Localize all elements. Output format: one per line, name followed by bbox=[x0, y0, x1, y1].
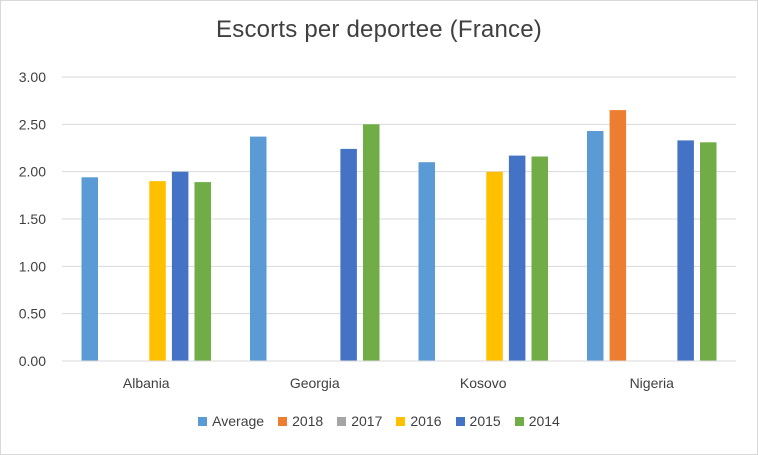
legend-swatch bbox=[278, 416, 288, 426]
x-tick-label: Georgia bbox=[290, 375, 340, 391]
chart-title: Escorts per deportee (France) bbox=[216, 16, 542, 43]
x-tick-label: Kosovo bbox=[460, 375, 507, 391]
legend-swatch bbox=[198, 416, 208, 426]
legend-label: 2018 bbox=[292, 413, 324, 429]
x-tick-label: Albania bbox=[123, 375, 170, 391]
legend-item: 2016 bbox=[396, 413, 442, 429]
bar-nigeria-2018 bbox=[609, 110, 627, 361]
legend-swatch bbox=[337, 416, 347, 426]
bar-nigeria-average bbox=[587, 131, 604, 361]
bar-albania-2014 bbox=[194, 182, 211, 361]
y-tick-label: 1.50 bbox=[19, 211, 46, 227]
legend-label: 2017 bbox=[351, 413, 383, 429]
legend-label: 2016 bbox=[410, 413, 442, 429]
bar-albania-average bbox=[81, 177, 98, 361]
chart-legend: Average 2018 2017 2016 2015 2014 bbox=[0, 413, 758, 429]
legend-item: Average bbox=[198, 413, 264, 429]
y-tick-label: 0.50 bbox=[19, 306, 46, 322]
bar-georgia-2014 bbox=[363, 124, 380, 361]
bar-kosovo-average bbox=[418, 162, 435, 361]
bar-georgia-2015 bbox=[340, 148, 357, 361]
legend-swatch bbox=[514, 416, 524, 426]
bar-kosovo-2014 bbox=[531, 156, 548, 361]
legend-label: Average bbox=[212, 413, 265, 429]
bar-albania-2015 bbox=[171, 171, 189, 361]
bar-nigeria-2014 bbox=[700, 142, 717, 361]
legend-item: 2015 bbox=[455, 413, 501, 429]
legend-item: 2017 bbox=[337, 413, 382, 429]
bar-kosovo-2016 bbox=[486, 171, 503, 361]
y-tick-label: 2.00 bbox=[19, 164, 46, 180]
legend-swatch bbox=[455, 416, 465, 426]
y-tick-label: 0.00 bbox=[19, 353, 46, 369]
x-tick-label: Nigeria bbox=[630, 375, 675, 391]
bar-nigeria-2015 bbox=[677, 140, 694, 361]
legend-label: 2014 bbox=[528, 413, 560, 429]
legend-item: 2018 bbox=[278, 413, 323, 429]
legend-swatch bbox=[396, 416, 406, 426]
bar-albania-2016 bbox=[149, 181, 166, 361]
y-tick-label: 2.50 bbox=[19, 116, 46, 132]
bar-georgia-average bbox=[250, 136, 267, 361]
bar-kosovo-2015 bbox=[508, 155, 526, 361]
y-tick-label: 3.00 bbox=[19, 69, 46, 85]
legend-item: 2014 bbox=[514, 413, 560, 429]
y-tick-label: 1.00 bbox=[19, 258, 46, 274]
legend-label: 2015 bbox=[469, 413, 501, 429]
